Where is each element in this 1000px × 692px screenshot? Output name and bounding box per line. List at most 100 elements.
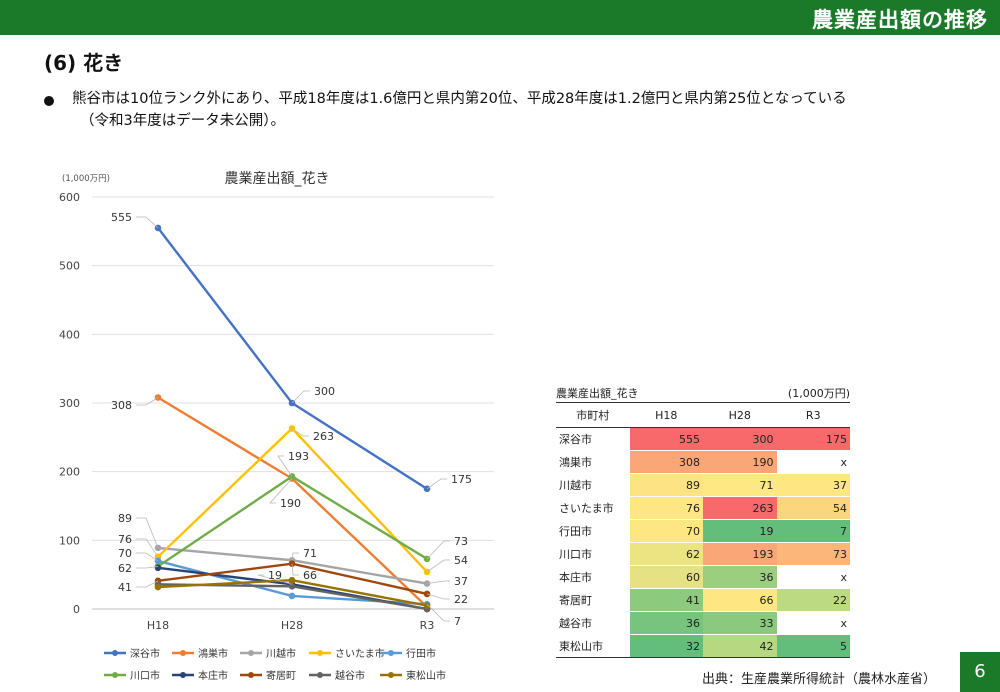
table-cell-value: 70 (629, 519, 703, 543)
table-cell-value: 555 (629, 427, 703, 451)
legend-marker (180, 650, 186, 656)
data-label: 73 (454, 535, 468, 548)
legend-label: 深谷市 (130, 647, 160, 660)
header-title: 農業産出額の推移 (812, 8, 988, 32)
data-label-leader (426, 580, 450, 584)
table: 市町村 H18 H28 R3 深谷市 555 300 175 鴻巣市 308 190 x 川越市… (556, 403, 850, 658)
data-label-leader (257, 574, 293, 585)
data-label: 41 (118, 581, 132, 594)
data-label-leader (426, 593, 450, 600)
data-label: 71 (303, 547, 317, 560)
table-caption-unit: (1,000万円) (787, 387, 850, 400)
data-label: 300 (314, 385, 335, 398)
table-cell-value: x (776, 611, 850, 635)
data-label: 54 (454, 554, 468, 567)
data-point (154, 583, 162, 591)
data-label-leader (291, 428, 309, 437)
legend-label: 越谷市 (335, 669, 365, 682)
table-row: 川越市 89 71 37 (556, 473, 850, 497)
data-point (423, 485, 431, 493)
data-label-leader (136, 580, 159, 588)
data-label: 70 (118, 547, 132, 560)
data-label-leader (426, 478, 447, 490)
bullet-line-1: 熊谷市は10位ランク外にあり、平成18年度は1.6億円と県内第20位、平成28年… (72, 91, 847, 107)
legend-label: 川越市 (266, 647, 296, 660)
data-label: 7 (454, 615, 461, 628)
heatmap-table: 農業産出額_花き (1,000万円) 市町村 H18 H28 R3 深谷市 555… (556, 386, 850, 658)
data-label-leader (136, 552, 159, 562)
data-point (154, 557, 162, 565)
table-row: 寄居町 41 66 22 (556, 588, 850, 612)
chart-unit-label: (1,000万円) (62, 174, 110, 184)
legend-marker (317, 650, 323, 656)
data-label-leader (136, 397, 159, 406)
y-tick-label: 300 (59, 397, 80, 410)
data-label-leader (291, 552, 299, 561)
data-label-leader (291, 563, 299, 576)
x-tick-label: H18 (147, 619, 169, 632)
x-tick-label: R3 (420, 619, 435, 632)
table-cell-value: 36 (629, 611, 703, 635)
table-caption: 農業産出額_花き (1,000万円) (556, 386, 850, 403)
data-point (154, 564, 162, 572)
legend-label: 東松山市 (406, 669, 446, 682)
table-cell-name: 本庄市 (556, 565, 630, 589)
table-header-cell: H28 (703, 403, 777, 428)
table-caption-title: 農業産出額_花き (556, 387, 639, 400)
legend-marker (248, 672, 254, 678)
legend-marker (180, 672, 186, 678)
data-label: 89 (118, 512, 132, 525)
y-tick-label: 500 (59, 260, 80, 273)
data-label-leader (426, 540, 450, 560)
line-chart: 農業産出額_花き (1,000万円) 0 100 200 300 400 500 600 H18 H… (59, 171, 494, 682)
table-cell-value: 73 (776, 542, 850, 566)
data-label: 190 (280, 497, 301, 510)
table-cell-value: 5 (776, 634, 850, 658)
table-row: 鴻巣市 308 190 x (556, 450, 850, 474)
table-cell-value: 89 (629, 473, 703, 497)
y-tick-label: 200 (59, 466, 80, 479)
table-cell-value: 308 (629, 450, 703, 474)
table-cell-value: 66 (703, 588, 777, 612)
series-line (157, 475, 428, 568)
legend-label: さいたま市 (335, 647, 385, 660)
table-header-cell: H18 (629, 403, 703, 428)
table-row: 深谷市 555 300 175 (556, 427, 850, 451)
page-number: 6 (960, 652, 1000, 692)
legend-marker (317, 672, 323, 678)
table-row: さいたま市 76 263 54 (556, 496, 850, 520)
table-cell-name: 川越市 (556, 473, 630, 497)
bullet-text: 熊谷市は10位ランク外にあり、平成18年度は1.6億円と県内第20位、平成28年… (72, 88, 972, 132)
data-label: 555 (111, 211, 132, 224)
table-cell-value: 300 (703, 427, 777, 451)
data-point (288, 583, 296, 590)
data-label-leader (277, 455, 293, 477)
table-cell-value: x (776, 450, 850, 474)
table-cell-value: 190 (703, 450, 777, 474)
data-label: 22 (454, 593, 468, 606)
data-label: 19 (268, 569, 282, 582)
table-cell-value: 193 (703, 542, 777, 566)
table-cell-name: 川口市 (556, 542, 630, 566)
data-label: 62 (118, 562, 132, 575)
bullet-line-2: （令和3年度はデータ未公開）。 (80, 113, 285, 129)
table-cell-value: 33 (703, 611, 777, 635)
data-label: 76 (118, 533, 132, 546)
data-label: 37 (454, 575, 468, 588)
table-cell-name: さいたま市 (556, 496, 630, 520)
header-bar: 農業産出額の推移 (0, 0, 1000, 35)
legend-label: 本庄市 (198, 669, 228, 682)
table-cell-name: 鴻巣市 (556, 450, 630, 474)
data-label-leader (136, 216, 159, 229)
x-tick-label: H28 (281, 619, 303, 632)
legend-marker (248, 650, 254, 656)
table-cell-value: 32 (629, 634, 703, 658)
data-label-leader (291, 390, 310, 404)
legend-marker (112, 650, 118, 656)
table-cell-name: 寄居町 (556, 588, 630, 612)
y-tick-label: 600 (59, 191, 80, 204)
data-label: 66 (303, 569, 317, 582)
y-tick-label: 100 (59, 534, 80, 547)
data-label: 175 (451, 473, 472, 486)
data-label: 308 (111, 399, 132, 412)
